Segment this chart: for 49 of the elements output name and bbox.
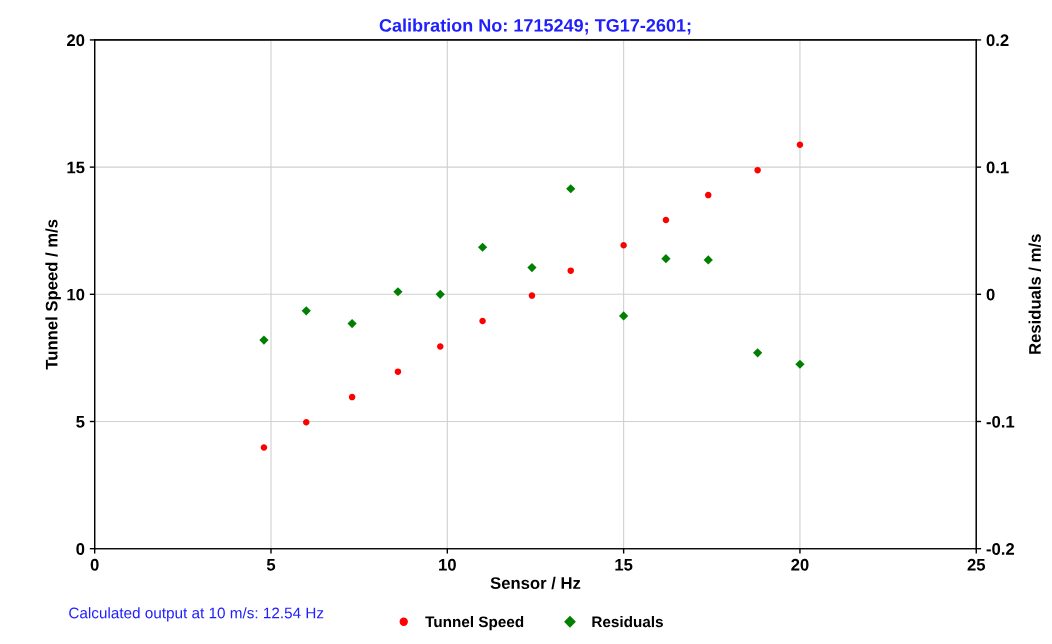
point — [477, 242, 488, 252]
y-tick-label: 0 — [76, 543, 85, 555]
point — [394, 368, 402, 375]
point — [479, 317, 486, 325]
point — [437, 343, 444, 350]
y2-tick-label: 0 — [986, 288, 995, 301]
y2-tick-label: 0.2 — [986, 34, 1009, 47]
y-tick-label: 20 — [67, 34, 85, 47]
point — [662, 216, 670, 224]
point — [795, 359, 805, 369]
point — [435, 289, 445, 299]
y2-tick-label: 0.1 — [986, 161, 1009, 174]
point — [347, 318, 357, 329]
point — [619, 311, 629, 321]
point — [703, 255, 713, 265]
point — [620, 241, 627, 249]
y2-tick-label: -0.2 — [986, 543, 1015, 555]
point — [566, 184, 576, 194]
legend-label: Residuals — [592, 616, 663, 628]
point — [259, 335, 269, 345]
point — [301, 306, 311, 316]
point — [393, 287, 403, 297]
point — [303, 419, 310, 426]
y2-axis-title: Residuals / m/s — [1028, 234, 1041, 354]
point — [260, 444, 268, 451]
x-tick-label: 0 — [90, 558, 99, 571]
legend-label: Tunnel Speed — [425, 616, 524, 631]
point — [567, 267, 574, 274]
y-tick-label: 5 — [76, 416, 85, 428]
point — [754, 166, 761, 174]
chart-title: Calibration No: 1715249; TG17-2601; — [379, 18, 691, 35]
point — [528, 292, 536, 299]
point — [796, 141, 804, 148]
x-tick-label: 20 — [791, 558, 809, 571]
y-tick-label: 15 — [67, 161, 85, 174]
point — [705, 191, 712, 199]
x-axis-title: Sensor / Hz — [490, 576, 581, 590]
y-axis-title: Tunnel Speed / m/s — [45, 219, 61, 370]
point — [348, 393, 356, 401]
point — [527, 262, 537, 273]
x-tick-label: 25 — [967, 558, 986, 571]
x-tick-label: 10 — [439, 558, 456, 571]
text: Calculated output at 10 m/s: 12.54 Hz — [69, 607, 324, 622]
x-tick-label: 5 — [266, 559, 276, 571]
y-tick-label: 10 — [67, 288, 85, 301]
x-tick-label: 15 — [615, 559, 633, 571]
y2-tick-label: -0.1 — [986, 415, 1015, 428]
point — [661, 254, 671, 264]
point — [753, 348, 763, 358]
